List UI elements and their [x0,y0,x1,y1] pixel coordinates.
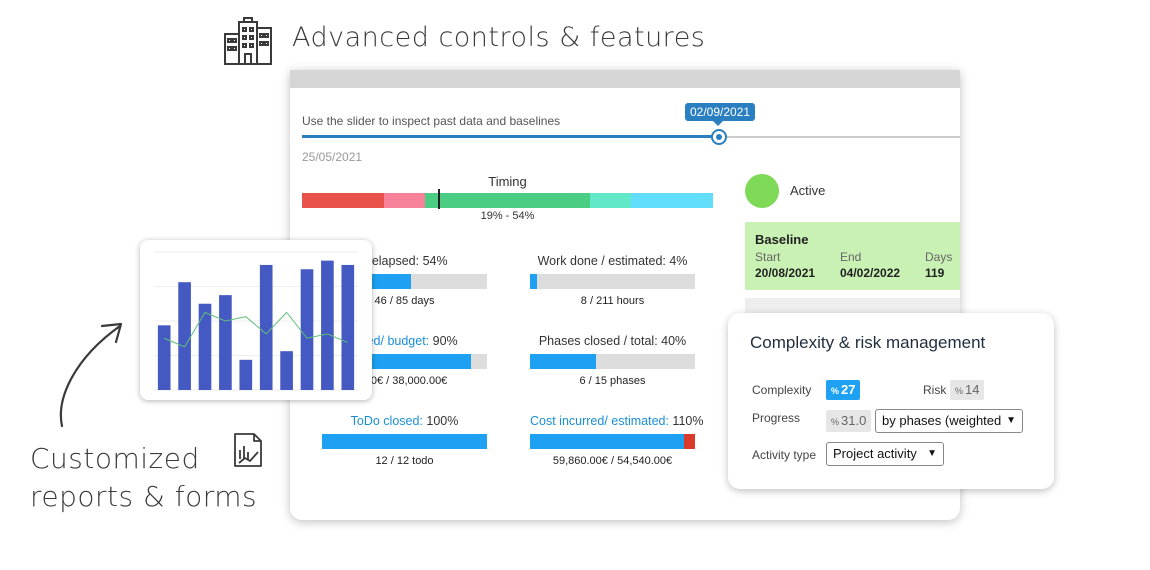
metric-detail: 6 / 15 phases [579,375,646,387]
risk-input[interactable]: % 14 [950,380,985,400]
chart-bar [300,269,314,390]
chevron-down-icon: ▼ [1006,415,1016,426]
baseline-days-label: Days [925,250,953,264]
chart-bar [219,295,232,390]
metric-detail: 8 / 211 hours [580,295,645,307]
callout-line-1: Customized [30,442,200,475]
metric-bar-fill [530,354,596,369]
complexity-value: 27 [841,382,856,397]
window-titlebar [290,70,960,88]
progress-label: Progress [752,411,801,425]
baseline-end: 04/02/2022 [840,266,901,280]
bar-chart [154,251,358,391]
chart-bar [198,303,212,390]
percent-icon: % [831,417,840,427]
timing-bar [302,193,713,208]
complexity-label: Complexity [752,383,812,397]
timing-segment [630,193,713,208]
status-indicator [745,174,779,208]
risk-label: Risk [923,383,947,397]
metric-todo-closed: ToDo closed: 100% 12 / 12 todo [322,414,487,467]
complexity-risk-card: Complexity & risk management Complexity … [728,313,1054,489]
slider-handle[interactable] [710,129,727,145]
metric-bar [530,354,695,369]
metric-bar [322,434,487,449]
chart-bar [321,260,334,390]
metric-label: 90% [429,334,458,348]
report-chart-card[interactable] [140,240,372,400]
percent-icon: % [955,386,964,396]
activity-type-select[interactable]: Project activity ▼ [826,442,944,466]
baseline-start: 20/08/2021 [755,266,816,280]
timing-title: Timing [488,174,527,189]
baseline-end-label: End [840,250,862,264]
metric-link[interactable]: ToDo closed: [350,414,423,428]
metric-bar-fill [530,434,695,449]
timing-segment [302,193,385,208]
timing-segment [589,193,631,208]
activity-type-label: Activity type [752,448,817,462]
timing-segment [425,193,590,208]
metric-bar-fill [322,434,487,449]
metric-label: Phases closed / total: 40% [538,334,687,348]
metric-bar [530,274,695,289]
risk-value: 14 [965,382,980,397]
chart-line-series [164,311,348,348]
chart-bar [239,359,253,390]
metric-link[interactable]: Cost incurred/ estimated: [530,414,669,428]
complexity-input[interactable]: % 27 [826,380,861,400]
baseline-start-label: Start [755,250,781,264]
risk-card-title: Complexity & risk management [750,333,986,352]
chart-bar [341,264,355,390]
chart-bar [280,351,293,390]
slider-fill [302,135,718,138]
chart-bar [178,282,191,390]
metric-phases-closed: Phases closed / total: 40% 6 / 15 phases [530,334,695,387]
metric-label: e elapsed: 54% [361,254,448,268]
timing-segment [384,193,426,208]
metric-label: 100% [422,414,459,428]
baseline-panel: Baseline Start 20/08/2021 End 04/02/2022… [745,222,960,290]
chart-bar [259,264,273,390]
metric-bar-overrun [684,434,695,449]
date-slider[interactable] [302,129,960,145]
report-chart-icon [234,433,262,467]
baseline-title: Baseline [755,232,809,247]
progress-input[interactable]: % 31.0 [826,410,872,432]
page-title: Advanced controls & features [292,22,706,53]
metric-label: 110% [668,414,704,428]
percent-icon: % [831,386,840,396]
progress-value: 31.0 [841,413,867,428]
chevron-down-icon: ▼ [927,448,937,459]
slider-label: Use the slider to inspect past data and … [302,114,561,128]
chart-bar [157,325,171,390]
activity-type-value: Project activity [833,446,917,461]
arrow-icon [59,322,123,428]
progress-mode-select[interactable]: by phases (weighted ▼ [875,409,1023,433]
status-label: Active [790,183,826,198]
metric-bar-fill [530,274,537,289]
metric-detail: 46 / 85 days [374,295,435,307]
slider-date-tooltip: 02/09/2021 [685,103,756,126]
metric-bar [530,434,695,449]
start-date: 25/05/2021 [302,150,363,164]
baseline-days: 119 [925,266,945,280]
callout-line-2: reports & forms [30,480,258,513]
metric-cost-estimated: Cost incurred/ estimated: 110% 59,860.00… [530,414,703,467]
timing-range: 19% - 54% [480,210,535,222]
progress-mode-value: by phases (weighted [882,413,1002,428]
buildings-icon [224,17,272,65]
metric-label: Work done / estimated: 4% [537,254,688,268]
callout-text: Customized reports & forms [30,440,257,516]
timing-marker [437,189,440,209]
metric-work-done: Work done / estimated: 4% 8 / 211 hours [530,254,695,307]
metric-detail: 59,860.00€ / 54,540.00€ [552,455,673,467]
metric-detail: 12 / 12 todo [375,455,434,467]
metric-detail: .00€ / 38,000.00€ [361,375,448,387]
